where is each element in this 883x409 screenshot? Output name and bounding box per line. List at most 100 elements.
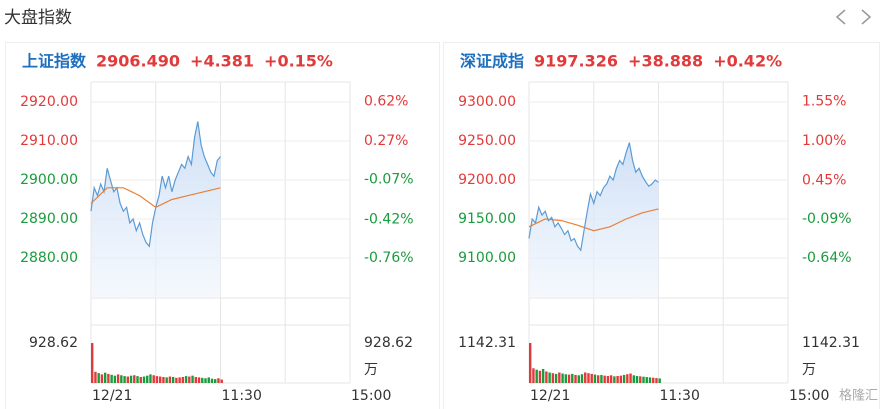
volume-bar — [596, 375, 600, 383]
volume-bar — [97, 373, 100, 383]
volume-bar — [207, 377, 210, 383]
volume-bar — [123, 376, 126, 383]
volume-bar — [214, 379, 217, 383]
volume-bar — [171, 376, 175, 383]
volume-bar — [613, 376, 616, 383]
volume-bar — [577, 375, 580, 383]
volume-bar — [655, 378, 658, 383]
volume-bar — [210, 378, 214, 383]
volume-bar — [584, 372, 587, 383]
volume-tick-label: 1142.31 — [458, 335, 516, 351]
volume-bar — [103, 372, 107, 383]
volume-bar — [561, 373, 564, 383]
volume-bar — [652, 377, 655, 383]
y-tick-label: 9300.00 — [458, 94, 516, 110]
volume-bar — [603, 375, 606, 383]
volume-bar — [548, 372, 551, 383]
quote-change: +38.888 — [628, 52, 703, 71]
quote-name: 上证指数 — [22, 52, 87, 71]
volume-bar — [158, 376, 162, 383]
volume-bar — [622, 374, 626, 383]
volume-bar — [529, 343, 532, 383]
volume-bar — [645, 377, 648, 383]
y-tick-label: 2920.00 — [20, 94, 78, 110]
volume-bar — [545, 371, 548, 383]
quote-change: +4.381 — [190, 52, 254, 71]
volume-bar — [162, 376, 165, 383]
volume-bar — [168, 376, 172, 383]
volume-bar — [181, 376, 185, 383]
quote-pct: +0.42% — [713, 52, 782, 71]
panel-box — [443, 42, 880, 409]
y-tick-label: 2880.00 — [20, 250, 78, 266]
volume-bar — [635, 375, 639, 383]
volume-bar — [600, 374, 603, 383]
volume-bar — [126, 376, 130, 383]
volume-bar — [175, 377, 178, 383]
y2-tick-label: -0.76% — [364, 250, 414, 266]
volume-bar — [587, 373, 590, 383]
x-tick-label: 12/21 — [530, 388, 570, 404]
x-tick-label: 11:30 — [660, 388, 700, 404]
avg-line — [90, 187, 221, 208]
prev-arrow[interactable] — [835, 9, 846, 25]
quote-pct: +0.15% — [264, 52, 333, 71]
volume-bar — [91, 343, 94, 383]
volume-bar — [629, 373, 632, 383]
volume-bar — [639, 376, 642, 383]
volume-bar — [574, 374, 577, 383]
volume-bar — [184, 376, 188, 383]
volume-bar — [201, 377, 204, 383]
volume-bar — [110, 374, 113, 383]
volume-bar — [149, 374, 152, 383]
volume-bar — [152, 375, 155, 383]
volume-bar — [558, 372, 561, 383]
volume-bar — [580, 374, 584, 383]
volume-bar — [590, 373, 593, 383]
volume-bar — [535, 369, 538, 383]
panel-box — [5, 42, 440, 409]
volume-bar — [642, 376, 645, 383]
volume-bar — [178, 377, 181, 383]
volume-bar — [146, 375, 149, 383]
volume-bar — [619, 375, 623, 383]
volume-bar — [113, 375, 117, 383]
y-tick-label: 9150.00 — [458, 211, 516, 227]
y-tick-label: 9100.00 — [458, 250, 516, 266]
x-tick-label: 11:30 — [222, 388, 262, 404]
y2-tick-label: 1.00% — [802, 133, 846, 149]
volume-bar — [94, 371, 97, 383]
volume-bar — [658, 378, 661, 383]
volume-bar — [551, 373, 555, 383]
volume-bar — [107, 373, 110, 383]
watermark: 格隆汇 — [839, 388, 878, 404]
volume-bar — [554, 373, 558, 383]
volume-bar — [541, 368, 545, 383]
y2-tick-label: 1.55% — [802, 94, 846, 110]
volume-bar — [632, 375, 635, 383]
y-tick-label: 9250.00 — [458, 133, 516, 149]
volume-bar — [100, 374, 104, 383]
y2-tick-label: -0.42% — [364, 211, 414, 227]
widget-title: 大盘指数 — [4, 8, 72, 28]
y2-tick-label: 0.27% — [364, 133, 408, 149]
avg-line — [528, 208, 659, 232]
y2-tick-label: -0.07% — [364, 172, 414, 188]
quote-price: 2906.490 — [96, 52, 180, 71]
volume-bar — [129, 375, 133, 383]
volume-bar — [120, 375, 123, 383]
volume-bar — [538, 370, 542, 383]
y2-tick-label: -0.64% — [802, 250, 852, 266]
volume-tick-label: 928.62 — [29, 335, 78, 351]
volume-bar — [142, 376, 146, 383]
volume-bar — [204, 378, 207, 383]
volume-bar — [133, 375, 136, 383]
next-arrow[interactable] — [861, 9, 872, 25]
volume-bar — [609, 375, 613, 383]
volume-bar — [564, 374, 568, 383]
volume-bar — [165, 377, 168, 383]
volume-bar — [188, 376, 191, 383]
volume-bar — [593, 374, 597, 383]
volume-bar — [139, 376, 142, 383]
